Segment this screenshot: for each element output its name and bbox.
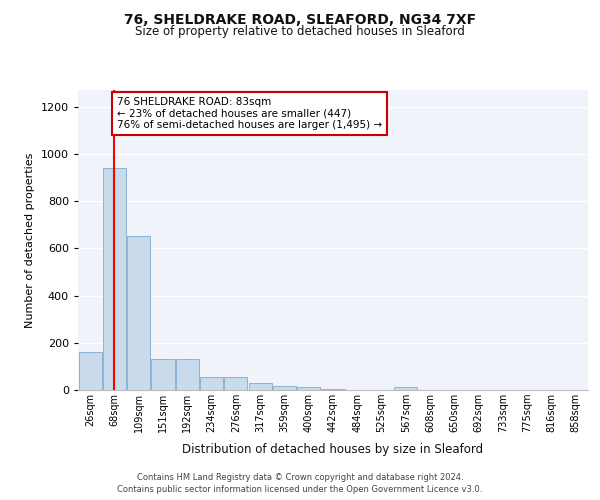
- Bar: [127, 236, 150, 390]
- Text: Contains HM Land Registry data © Crown copyright and database right 2024.: Contains HM Land Registry data © Crown c…: [137, 472, 463, 482]
- Text: Size of property relative to detached houses in Sleaford: Size of property relative to detached ho…: [135, 25, 465, 38]
- Bar: [394, 386, 418, 390]
- Text: 76, SHELDRAKE ROAD, SLEAFORD, NG34 7XF: 76, SHELDRAKE ROAD, SLEAFORD, NG34 7XF: [124, 12, 476, 26]
- Bar: [79, 352, 101, 390]
- Text: Distribution of detached houses by size in Sleaford: Distribution of detached houses by size …: [182, 442, 484, 456]
- Bar: [273, 386, 296, 390]
- Text: Contains public sector information licensed under the Open Government Licence v3: Contains public sector information licen…: [118, 485, 482, 494]
- Bar: [322, 389, 344, 390]
- Bar: [151, 360, 175, 390]
- Y-axis label: Number of detached properties: Number of detached properties: [25, 152, 35, 328]
- Bar: [103, 168, 126, 390]
- Bar: [200, 377, 223, 390]
- Bar: [224, 377, 247, 390]
- Bar: [248, 383, 272, 390]
- Text: 76 SHELDRAKE ROAD: 83sqm
← 23% of detached houses are smaller (447)
76% of semi-: 76 SHELDRAKE ROAD: 83sqm ← 23% of detach…: [117, 97, 382, 130]
- Bar: [297, 387, 320, 390]
- Bar: [176, 360, 199, 390]
